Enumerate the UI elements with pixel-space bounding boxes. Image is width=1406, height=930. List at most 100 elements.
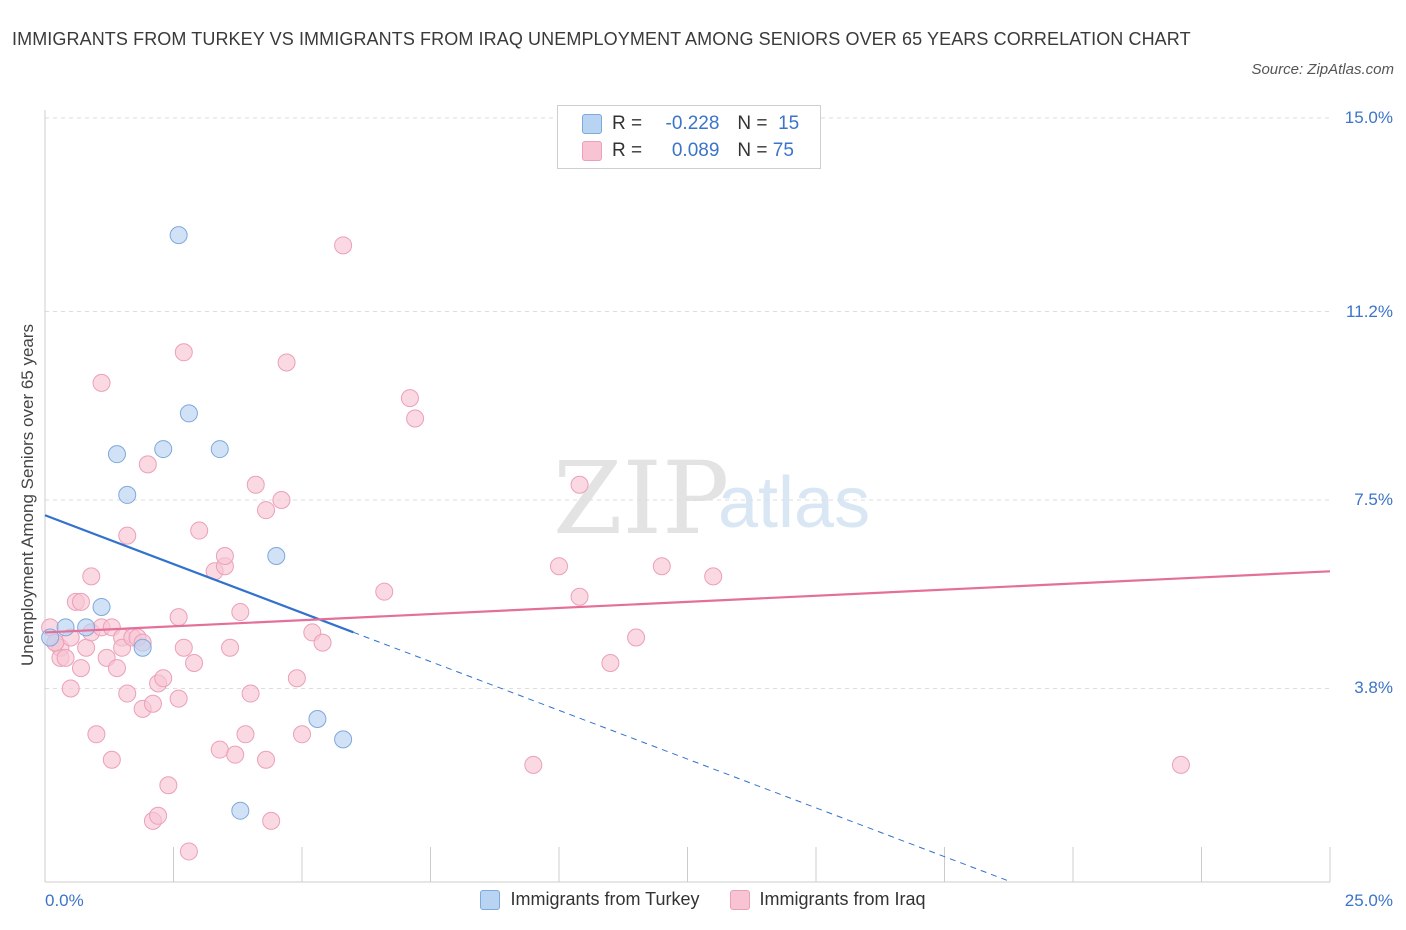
iraq-point — [652, 557, 671, 576]
iraq-point — [241, 684, 260, 703]
iraq-point — [102, 750, 121, 769]
source-label: Source: ZipAtlas.com — [1251, 61, 1394, 78]
turkey-swatch-icon — [480, 889, 501, 910]
iraq-swatch-icon — [729, 889, 750, 910]
turkey-point — [267, 547, 286, 566]
turkey-trend-line-extension — [353, 631, 1012, 883]
iraq-point — [375, 582, 394, 601]
turkey-point — [231, 801, 250, 820]
legend-r-label: R = — [612, 140, 643, 161]
iraq-trend-line — [44, 570, 1331, 634]
legend-row-iraq: R = 0.089 N = 75 — [582, 138, 794, 164]
iraq-point — [56, 648, 75, 667]
iraq-point — [262, 811, 281, 830]
iraq-point — [149, 806, 168, 825]
iraq-point — [313, 633, 332, 652]
iraq-point — [190, 521, 209, 540]
legend-item-iraq: Immigrants from Iraq — [729, 889, 926, 910]
iraq-point — [221, 638, 240, 657]
iraq-point — [570, 475, 589, 494]
iraq-point — [71, 592, 90, 611]
iraq-point — [704, 567, 723, 586]
iraq-point — [277, 353, 296, 372]
iraq-point — [406, 409, 425, 428]
y-tick-label: 11.2% — [1346, 301, 1393, 321]
x-tick-label-max: 25.0% — [1344, 891, 1393, 910]
iraq-point — [118, 526, 137, 545]
iraq-point — [169, 608, 188, 627]
legend-r-value: -0.228 — [665, 113, 720, 134]
turkey-point — [92, 597, 111, 616]
series-legend: Immigrants from Turkey Immigrants from I… — [0, 889, 1406, 910]
iraq-point — [159, 776, 178, 795]
correlation-legend: R = -0.228 N = 15 R = 0.089 N = 75 — [557, 105, 821, 169]
iraq-point — [627, 628, 646, 647]
iraq-point — [107, 659, 126, 678]
iraq-swatch-icon — [582, 141, 602, 161]
iraq-point — [272, 491, 291, 509]
turkey-swatch-icon — [582, 114, 602, 134]
iraq-point — [82, 567, 101, 586]
turkey-point — [133, 638, 152, 657]
legend-n-label: N = — [737, 140, 768, 161]
turkey-point — [154, 440, 173, 459]
watermark-atlas: atlas — [718, 463, 871, 543]
iraq-point — [210, 740, 229, 759]
iraq-point — [174, 638, 193, 657]
iraq-point — [185, 653, 204, 672]
legend-n-label: N = — [737, 113, 768, 134]
legend-label-iraq: Immigrants from Iraq — [759, 889, 926, 909]
iraq-point — [231, 603, 250, 622]
legend-item-turkey: Immigrants from Turkey — [480, 889, 700, 910]
turkey-point — [334, 730, 353, 749]
iraq-point — [118, 684, 137, 703]
turkey-point — [169, 226, 188, 245]
iraq-point — [174, 343, 193, 362]
turkey-point — [77, 618, 96, 637]
iraq-point — [154, 669, 173, 688]
iraq-point — [138, 455, 157, 474]
turkey-point — [56, 618, 75, 637]
iraq-point — [570, 587, 589, 606]
iraq-point — [71, 659, 90, 678]
iraq-point — [524, 755, 543, 774]
iraq-point — [215, 547, 234, 566]
y-tick-label: 7.5% — [1354, 490, 1393, 509]
turkey-point — [308, 710, 327, 729]
iraq-point — [226, 745, 245, 764]
x-tick-label-min: 0.0% — [45, 891, 84, 910]
turkey-point — [107, 445, 126, 464]
legend-r-label: R = — [612, 113, 643, 134]
chart-title: IMMIGRANTS FROM TURKEY VS IMMIGRANTS FRO… — [12, 29, 1191, 49]
legend-label-turkey: Immigrants from Turkey — [510, 889, 700, 909]
turkey-point — [179, 404, 198, 423]
legend-r-value: 0.089 — [671, 140, 720, 161]
iraq-point — [334, 236, 353, 255]
iraq-point — [179, 842, 198, 861]
legend-n-value: 75 — [772, 140, 794, 161]
iraq-point — [400, 389, 419, 408]
turkey-trend-line — [44, 514, 354, 634]
iraq-point — [246, 475, 265, 494]
turkey-point — [118, 485, 137, 504]
iraq-point — [87, 725, 106, 744]
legend-row-turkey: R = -0.228 N = 15 — [582, 111, 799, 137]
iraq-point — [1171, 755, 1190, 774]
iraq-point — [61, 679, 80, 698]
iraq-point — [236, 725, 255, 744]
iraq-point — [77, 638, 96, 657]
y-tick-label: 15.0% — [1344, 108, 1393, 127]
turkey-point — [210, 440, 229, 459]
iraq-point — [257, 750, 276, 769]
iraq-point — [293, 725, 311, 744]
iraq-point — [550, 557, 568, 576]
iraq-point — [169, 689, 188, 708]
iraq-point — [601, 653, 620, 672]
iraq-point — [257, 501, 276, 520]
y-tick-label: 3.8% — [1354, 678, 1393, 698]
iraq-point — [92, 373, 111, 392]
iraq-point — [143, 694, 162, 713]
iraq-point — [287, 669, 306, 688]
legend-n-value: 15 — [778, 113, 800, 134]
